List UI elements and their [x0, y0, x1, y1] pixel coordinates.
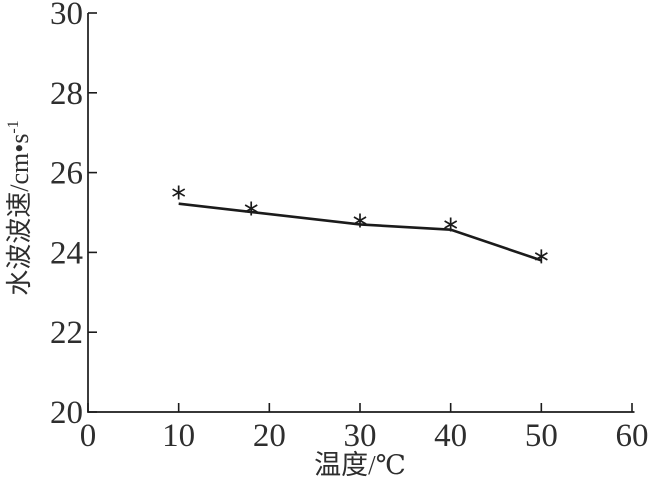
data-point-marker — [172, 185, 186, 200]
y-axis: 20 22 24 26 28 30 — [50, 0, 97, 431]
x-tick-label: 10 — [162, 418, 195, 454]
x-tick-label: 60 — [616, 418, 649, 454]
y-axis-title: 水波波速/cm•s-1 — [5, 120, 34, 296]
x-tick-label: 0 — [80, 418, 97, 454]
y-tick-label: 28 — [50, 76, 83, 112]
y-tick-label: 30 — [50, 0, 83, 32]
y-tick-label: 24 — [50, 235, 83, 271]
x-axis-title: 温度/℃ — [314, 450, 406, 480]
x-tick-label: 30 — [344, 418, 377, 454]
x-tick-label: 50 — [525, 418, 558, 454]
y-tick-label: 20 — [50, 395, 83, 431]
x-tick-label: 20 — [253, 418, 286, 454]
y-tick-label: 26 — [50, 156, 83, 192]
x-axis: 0 10 20 30 40 50 60 — [80, 403, 649, 454]
x-tick-label: 40 — [434, 418, 467, 454]
axis-lines — [87, 13, 635, 413]
data-point-marker — [534, 249, 548, 264]
y-tick-label: 22 — [50, 315, 83, 351]
fit-line — [178, 202, 542, 262]
